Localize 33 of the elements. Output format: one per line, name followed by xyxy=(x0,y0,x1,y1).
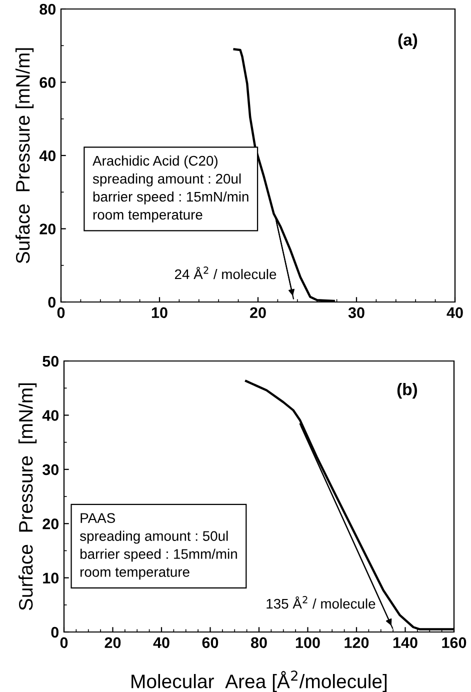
annotation: PAAS spreading amount : 50ul barrier speed : 15mm/min room temperature xyxy=(80,513,237,580)
x-tick-label: 20 xyxy=(104,637,121,648)
x-axis-title: Molecular Area [Å$^{2}$/molecule] xyxy=(132,670,387,692)
annotation: (a) xyxy=(398,33,418,49)
y-tick-label: 40 xyxy=(42,410,59,421)
y-tick-label: 10 xyxy=(43,572,59,584)
annotation: 24 Å$^{2}$ / molecule xyxy=(174,266,276,280)
y-tick-label: 80 xyxy=(40,4,56,15)
y-tick-label: 30 xyxy=(42,464,59,476)
x-tick-label: 40 xyxy=(446,307,463,318)
annotation: 135 Å$^{2}$ / molecule xyxy=(266,596,376,609)
x-tick-label: 120 xyxy=(344,637,369,648)
x-tick-label: 100 xyxy=(296,637,320,648)
y-tick-label: 50 xyxy=(42,356,59,367)
y-tick-label: 40 xyxy=(39,150,56,162)
y-axis-title: Suface Pressure [mN/m] xyxy=(15,48,34,264)
x-tick-label: 40 xyxy=(153,637,170,648)
x-tick-label: 10 xyxy=(152,307,168,318)
x-tick-label: 80 xyxy=(250,637,267,648)
y-tick-label: 20 xyxy=(42,518,59,530)
y-tick-label: 20 xyxy=(40,224,56,234)
x-tick-label: 30 xyxy=(348,307,364,318)
x-tick-label: 160 xyxy=(442,637,466,648)
annotation: Arachidic Acid (C20) spreading amount : 20ul barrier speed : 15mN/min room temperature xyxy=(92,156,248,222)
y-axis-title: Surface Pressure [mN/m] xyxy=(18,383,37,610)
annotation: (b) xyxy=(397,383,418,399)
x-tick-label: 0 xyxy=(60,637,68,648)
x-tick-label: 140 xyxy=(393,637,418,648)
y-tick-label: 0 xyxy=(48,296,56,308)
x-tick-label: 60 xyxy=(202,637,218,648)
x-tick-label: 20 xyxy=(250,307,266,318)
y-tick-label: 0 xyxy=(51,626,59,638)
y-tick-label: 60 xyxy=(40,77,56,88)
